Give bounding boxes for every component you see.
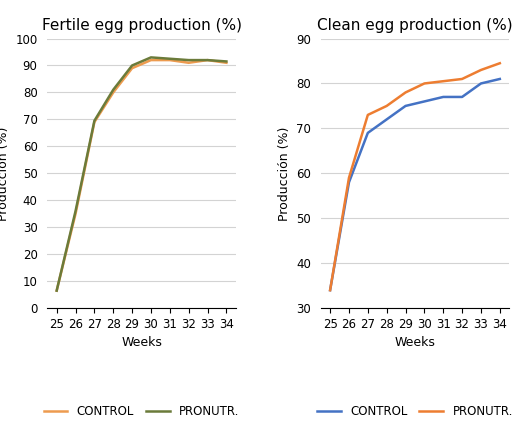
PRONUTR. — [497, 61, 503, 66]
CONTROL — [129, 65, 135, 71]
CONTROL — [478, 81, 484, 86]
Legend: CONTROL, PRONUTR.: CONTROL, PRONUTR. — [312, 400, 518, 423]
PRONUTR. — [185, 57, 192, 62]
CONTROL — [148, 57, 154, 62]
PRONUTR. — [204, 57, 211, 62]
PRONUTR. — [440, 79, 446, 84]
PRONUTR. — [166, 56, 173, 61]
PRONUTR. — [148, 55, 154, 60]
CONTROL — [185, 60, 192, 65]
PRONUTR. — [110, 87, 117, 92]
CONTROL — [166, 57, 173, 62]
CONTROL — [365, 130, 371, 135]
CONTROL — [421, 99, 427, 104]
PRONUTR. — [346, 175, 352, 181]
PRONUTR. — [91, 118, 98, 123]
PRONUTR. — [129, 63, 135, 68]
Line: CONTROL: CONTROL — [57, 60, 226, 291]
CONTROL — [72, 211, 79, 216]
CONTROL — [440, 94, 446, 99]
CONTROL — [327, 288, 333, 293]
CONTROL — [204, 57, 211, 62]
PRONUTR. — [54, 288, 60, 293]
PRONUTR. — [459, 76, 465, 81]
CONTROL — [384, 117, 390, 122]
PRONUTR. — [478, 68, 484, 73]
CONTROL — [402, 104, 408, 109]
X-axis label: Weeks: Weeks — [394, 336, 435, 349]
Line: PRONUTR.: PRONUTR. — [330, 63, 500, 290]
CONTROL — [54, 288, 60, 293]
PRONUTR. — [421, 81, 427, 86]
X-axis label: Weeks: Weeks — [121, 336, 162, 349]
PRONUTR. — [365, 112, 371, 117]
Line: CONTROL: CONTROL — [330, 79, 500, 290]
CONTROL — [346, 180, 352, 185]
Y-axis label: Producción (%): Producción (%) — [278, 126, 290, 220]
Y-axis label: Producción (%): Producción (%) — [0, 126, 10, 220]
PRONUTR. — [327, 288, 333, 293]
CONTROL — [110, 90, 117, 95]
PRONUTR. — [402, 90, 408, 95]
CONTROL — [497, 76, 503, 81]
PRONUTR. — [223, 59, 229, 64]
Line: PRONUTR.: PRONUTR. — [57, 57, 226, 291]
CONTROL — [223, 60, 229, 65]
Title: Clean egg production (%): Clean egg production (%) — [317, 18, 513, 33]
PRONUTR. — [384, 104, 390, 109]
PRONUTR. — [72, 208, 79, 214]
CONTROL — [459, 94, 465, 99]
CONTROL — [91, 119, 98, 125]
Legend: CONTROL, PRONUTR.: CONTROL, PRONUTR. — [39, 400, 244, 423]
Title: Fertile egg production (%): Fertile egg production (%) — [41, 18, 242, 33]
